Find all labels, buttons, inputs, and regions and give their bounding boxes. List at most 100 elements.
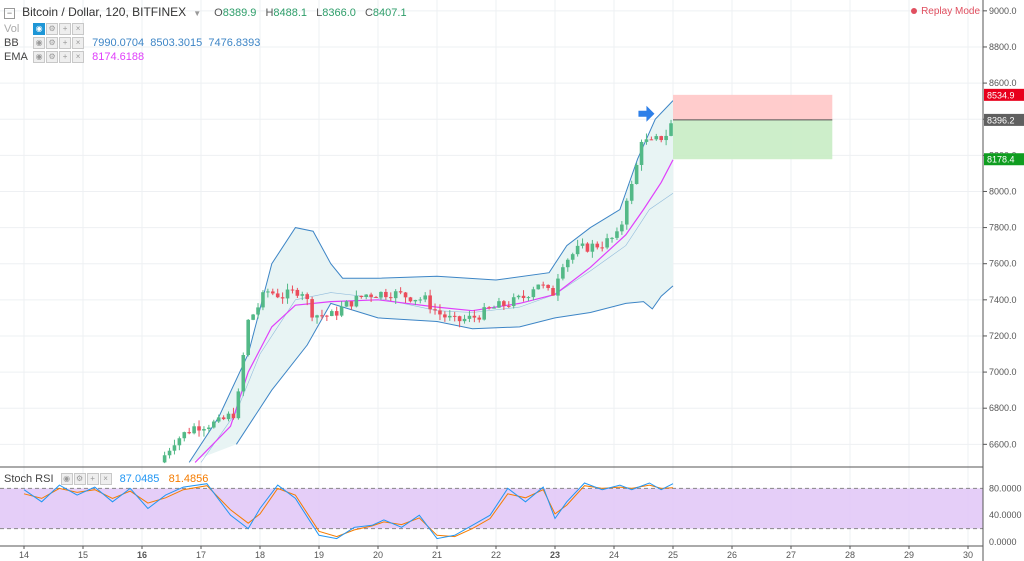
candle-body [644,139,649,142]
stop-price-tag [984,88,1024,101]
ema-indicator-name[interactable]: EMA [4,51,28,63]
candle-body [556,278,560,296]
close-icon[interactable]: × [99,473,112,486]
record-dot-icon [911,8,918,15]
settings-icon[interactable]: ⚙ [46,23,59,36]
collapse-legend-icon[interactable]: − [4,8,15,19]
candle-body [418,299,423,301]
time-tick-label: 24 [609,550,619,560]
close-icon[interactable]: × [72,51,85,64]
candle-body [620,224,624,232]
candle-body [246,319,250,356]
candle-body [290,289,295,291]
ema-value: 8174.6188 [92,51,145,63]
candle-body [521,295,526,299]
settings-icon[interactable]: ⚙ [46,37,59,50]
eye-icon[interactable]: ◉ [33,51,46,64]
candle-body [649,139,654,141]
candle-body [561,267,565,279]
candle-body [536,284,541,290]
stoch-tick-label: 0.0000 [989,537,1017,547]
symbol-title[interactable]: Bitcoin / Dollar, 120, BITFINEX [22,5,187,19]
candle-body [388,297,393,299]
candle-body [177,438,182,446]
candle-body [580,243,585,246]
candle-body [275,293,280,298]
eye-icon[interactable]: ◉ [33,23,46,36]
bb-lower-value: 7476.8393 [208,37,261,49]
candle-body [241,355,246,392]
plus-icon[interactable]: + [86,473,99,486]
candle-body [216,417,221,422]
candle-body [634,164,639,185]
candle-body [664,135,668,141]
stoch-band-fill [0,488,983,529]
bollinger-basis-line [200,193,674,463]
candle-body [452,315,457,317]
close-icon[interactable]: × [72,23,85,36]
candle-body [506,305,511,307]
stoch-k-line [23,482,674,540]
close-icon[interactable]: × [72,37,85,50]
candle-body [487,307,491,309]
candle-body [546,284,550,289]
price-tick-label: 8600.0 [989,78,1017,88]
bb-indicator-name[interactable]: BB [4,37,19,49]
stoch-legend: Stoch RSI ◉ ⚙ + × 87.0485 81.4856 [4,472,208,486]
candle-body [374,296,378,298]
settings-icon[interactable]: ⚙ [46,51,59,64]
candle-body [610,237,614,239]
time-tick-label: 22 [491,550,501,560]
candle-body [497,301,501,308]
candle-body [551,288,555,296]
time-tick-label: 18 [255,550,265,560]
eye-icon[interactable]: ◉ [33,37,46,50]
ema-line [194,159,674,463]
candle-body [251,314,255,320]
candle-body [325,315,329,317]
candle-body [364,294,368,297]
candle-body [300,294,305,296]
time-tick-label: 14 [19,550,29,560]
candle-body [182,432,187,439]
bollinger-upper-line [188,100,674,463]
time-tick-label: 16 [137,550,147,560]
candle-body [226,413,231,420]
eye-icon[interactable]: ◉ [60,473,73,486]
candle-body [467,315,472,319]
replay-mode-indicator[interactable]: Replay Mode [911,6,980,17]
candle-body [413,299,418,302]
settings-icon[interactable]: ⚙ [73,473,86,486]
gridlines [0,0,983,546]
candle-body [531,289,536,298]
replay-mode-label: Replay Mode [921,6,980,17]
candle-body [256,307,260,315]
candle-body [211,421,216,428]
plus-icon[interactable]: + [59,23,72,36]
stoch-indicator-name[interactable]: Stoch RSI [4,473,54,485]
plus-icon[interactable]: + [59,51,72,64]
vol-indicator-name[interactable]: Vol [4,23,20,35]
time-tick-label: 15 [78,550,88,560]
ema-legend: EMA ◉ ⚙ + × 8174.6188 [4,50,144,64]
price-tick-label: 6800.0 [989,403,1017,413]
candle-body [221,417,226,420]
candles [162,119,673,464]
candle-body [305,294,309,300]
candle-body [369,294,373,297]
candle-body [320,315,324,317]
entry-price-tag [984,113,1024,126]
candle-body [398,291,403,293]
chevron-down-icon[interactable]: ▼ [193,9,202,18]
target-price-tag-label: 8178.4 [987,155,1015,165]
stop-price-tag-label: 8534.9 [987,90,1015,100]
candle-body [526,297,531,299]
time-tick-label: 29 [904,550,914,560]
candle-body [477,317,482,320]
ohlc-high-label: H [265,7,274,19]
plus-icon[interactable]: + [59,37,72,50]
candle-body [629,184,634,201]
candle-body [457,316,462,322]
candle-body [187,432,191,434]
